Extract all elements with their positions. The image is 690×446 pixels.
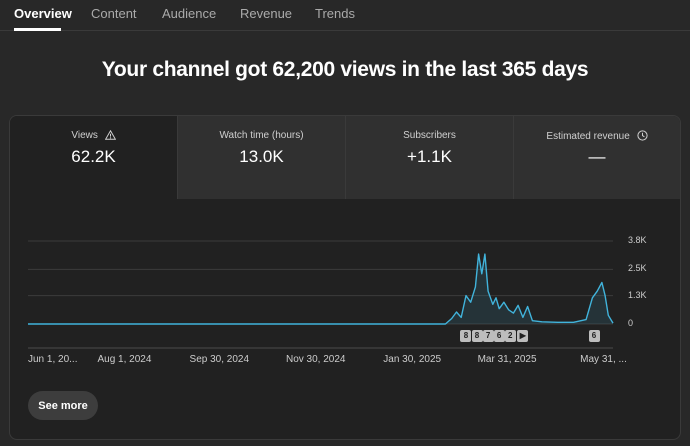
views-chart bbox=[27, 240, 614, 349]
tab-revenue[interactable]: Revenue bbox=[240, 6, 293, 21]
metric-tab-watch-time[interactable]: Watch time (hours) 13.0K bbox=[178, 116, 346, 199]
see-more-button[interactable]: See more bbox=[28, 391, 98, 420]
x-tick-label: Jan 30, 2025 bbox=[383, 354, 442, 365]
y-tick-label: 2.5K bbox=[628, 263, 647, 274]
tab-bar: Overview Content Audience Revenue Trends bbox=[0, 0, 690, 31]
x-tick-label: Mar 31, 2025 bbox=[477, 354, 537, 365]
metric-tabs: Views 62.2K Watch time (hours) 13.0K Sub… bbox=[10, 116, 680, 199]
tab-audience[interactable]: Audience bbox=[162, 6, 217, 21]
video-marker[interactable]: 6 bbox=[493, 330, 505, 342]
video-marker[interactable]: ▶ bbox=[517, 330, 529, 342]
metric-tab-subscribers[interactable]: Subscribers +1.1K bbox=[346, 116, 514, 199]
metric-label-revenue: Estimated revenue bbox=[546, 131, 630, 142]
metric-label-watch-time: Watch time (hours) bbox=[219, 130, 304, 141]
x-tick-label: Nov 30, 2024 bbox=[286, 354, 346, 365]
series-area bbox=[28, 254, 613, 324]
series-line bbox=[28, 253, 614, 325]
metric-label-subscribers: Subscribers bbox=[403, 130, 456, 141]
metric-value-revenue: — bbox=[588, 147, 606, 166]
video-marker[interactable]: 7 bbox=[482, 330, 494, 342]
metric-value-views: 62.2K bbox=[71, 147, 116, 166]
y-tick-label: 1.3K bbox=[628, 289, 647, 300]
x-tick-label: Sep 30, 2024 bbox=[189, 354, 250, 365]
metric-tab-views[interactable]: Views 62.2K bbox=[10, 116, 178, 199]
x-tick-label: Aug 1, 2024 bbox=[97, 354, 152, 365]
y-tick-label: 3.8K bbox=[628, 235, 647, 245]
overview-card: Views 62.2K Watch time (hours) 13.0K Sub… bbox=[9, 115, 681, 440]
active-tab-indicator bbox=[14, 28, 61, 31]
page-headline: Your channel got 62,200 views in the las… bbox=[101, 58, 589, 81]
tab-content[interactable]: Content bbox=[91, 6, 137, 21]
clock-icon bbox=[636, 130, 648, 141]
video-marker[interactable]: 8 bbox=[471, 330, 483, 342]
metric-label-views: Views bbox=[71, 130, 98, 141]
x-tick-label: Jun 1, 20... bbox=[28, 354, 78, 365]
warning-icon bbox=[104, 130, 116, 140]
metric-value-subscribers: +1.1K bbox=[407, 147, 452, 166]
metric-tab-revenue[interactable]: Estimated revenue — bbox=[514, 116, 680, 199]
video-marker[interactable]: 8 bbox=[460, 330, 472, 342]
y-tick-label: 0 bbox=[628, 318, 634, 328]
metric-value-watch-time: 13.0K bbox=[239, 147, 284, 166]
x-tick-label: May 31, ... bbox=[580, 354, 627, 365]
tab-trends[interactable]: Trends bbox=[315, 6, 355, 21]
video-marker[interactable]: 6 bbox=[588, 330, 600, 342]
video-marker[interactable]: 2 bbox=[504, 330, 516, 342]
tab-overview[interactable]: Overview bbox=[14, 6, 72, 21]
